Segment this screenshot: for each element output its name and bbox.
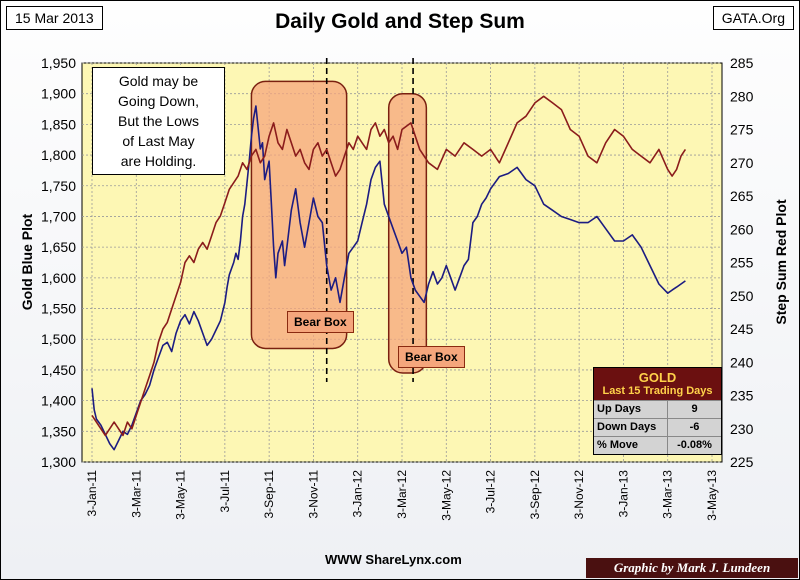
y-tick-label: 1,700 [41, 208, 76, 224]
stats-row-move: % Move -0.08% [594, 436, 721, 454]
step-sum-series-line [91, 95, 687, 437]
stats-row-up: Up Days 9 [594, 400, 721, 418]
x-tick-label: 3-Sep-11 [262, 470, 276, 519]
x-tick-label: 3-Jul-12 [484, 470, 498, 514]
x-tick-label: 3-Nov-12 [572, 470, 586, 520]
stats-label: % Move [594, 437, 668, 454]
bear-box [387, 92, 428, 374]
y-tick-label: 1,600 [41, 270, 76, 286]
stats-box: GOLD Last 15 Trading Days Up Days 9 Down… [593, 367, 722, 455]
y2-tick-label: 280 [730, 88, 754, 104]
x-tick-label: 3-May-12 [439, 470, 453, 521]
y2-tick-label: 225 [730, 454, 754, 470]
y-tick-label: 1,900 [41, 86, 76, 102]
x-tick-label: 3-Jan-11 [85, 470, 99, 517]
y-tick-label: 1,800 [41, 147, 76, 163]
x-tick-label: 3-May-13 [705, 470, 719, 521]
y2-tick-label: 285 [730, 55, 754, 71]
note-box: Gold may be Going Down, But the Lows of … [92, 67, 225, 175]
note-line: of Last May [122, 133, 195, 149]
y-tick-label: 1,950 [41, 55, 76, 71]
y-tick-label: 1,300 [41, 454, 76, 470]
bear-box-label-1: Bear Box [287, 311, 354, 333]
y2-tick-label: 235 [730, 388, 754, 404]
stats-subtitle: Last 15 Trading Days [602, 385, 713, 397]
x-tick-label: 3-Mar-12 [395, 470, 409, 519]
stats-value: -6 [689, 421, 700, 433]
date-label: 15 Mar 2013 [6, 6, 103, 30]
y-tick-label: 1,500 [41, 331, 76, 347]
stats-title: GOLD [638, 370, 677, 385]
x-tick-label: 3-Nov-11 [306, 470, 320, 519]
x-tick-label: 3-Mar-11 [129, 470, 143, 518]
note-line: are Holding. [120, 153, 197, 169]
bear-box-label-2: Bear Box [398, 346, 465, 368]
stats-header: GOLD Last 15 Trading Days [594, 368, 721, 400]
y-tick-label: 1,400 [41, 393, 76, 409]
y-tick-label: 1,850 [41, 116, 76, 132]
x-tick-label: 3-Jan-12 [351, 470, 365, 518]
stats-value: -0.08% [677, 439, 712, 451]
y-axis-title: Gold Blue Plot [19, 213, 35, 310]
stats-label: Down Days [594, 419, 668, 436]
x-tick-label: 3-Mar-13 [661, 470, 675, 519]
y2-tick-label: 260 [730, 221, 754, 237]
stats-label: Up Days [594, 401, 668, 418]
y2-tick-label: 250 [730, 288, 754, 304]
x-tick-label: 3-Jan-13 [616, 470, 630, 518]
y2-tick-label: 240 [730, 354, 754, 370]
y2-tick-label: 275 [730, 122, 754, 138]
y-tick-label: 1,550 [41, 301, 76, 317]
x-tick-label: 3-Sep-12 [528, 470, 542, 520]
stats-row-down: Down Days -6 [594, 418, 721, 436]
y2-tick-label: 230 [730, 421, 754, 437]
y2-tick-label: 265 [730, 188, 754, 204]
y2-tick-label: 245 [730, 321, 754, 337]
y-tick-label: 1,750 [41, 178, 76, 194]
y-tick-label: 1,350 [41, 423, 76, 439]
credit-footer: Graphic by Mark J. Lundeen [586, 558, 798, 578]
y-tick-label: 1,650 [41, 239, 76, 255]
note-line: Going Down, [118, 93, 199, 109]
y2-axis-title: Step Sum Red Plot [773, 199, 789, 325]
gold-series-line [91, 105, 686, 451]
chart-title: Daily Gold and Step Sum [275, 10, 525, 33]
stats-value: 9 [691, 403, 698, 415]
y2-tick-label: 270 [730, 155, 754, 171]
source-label: GATA.Org [712, 6, 794, 30]
y2-tick-label: 255 [730, 255, 754, 271]
x-tick-label: 3-Jul-11 [218, 470, 232, 513]
website-footer: WWW ShareLynx.com [325, 552, 462, 567]
note-line: Gold may be [118, 73, 199, 89]
note-line: But the Lows [118, 113, 199, 129]
y-tick-label: 1,450 [41, 362, 76, 378]
x-tick-label: 3-May-11 [174, 470, 188, 520]
